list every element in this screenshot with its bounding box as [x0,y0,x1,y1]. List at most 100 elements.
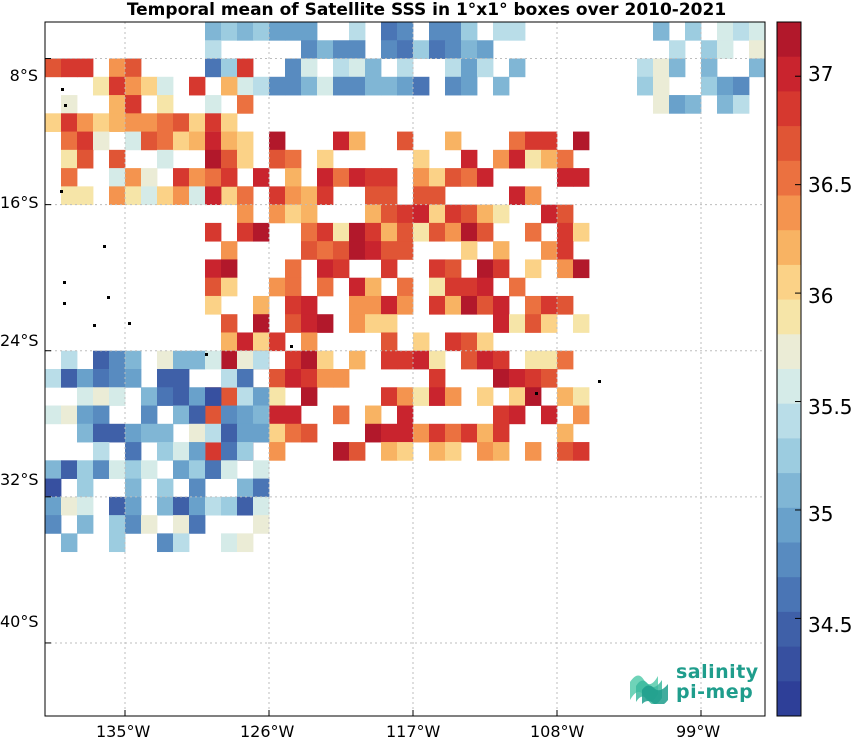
sss-cell [109,168,126,187]
sss-cell [237,76,254,96]
lon-label-126W: 126°W [240,722,295,741]
sss-cell [253,387,270,406]
sss-cell [509,131,526,151]
sss-cell [477,295,494,315]
sss-cell [253,405,270,425]
sss-cell [509,58,526,78]
sss-cell [77,478,94,498]
sss-cell [221,314,238,333]
sss-cell [381,168,398,187]
sss-cell [253,168,270,187]
sss-cell [365,186,382,206]
sss-cell [509,405,526,425]
sss-cell [221,350,238,370]
colorbar-segment [777,91,801,127]
sss-cell [253,332,270,352]
sss-cell [173,460,190,479]
sss-cell [397,204,414,224]
colorbar-segment [777,681,801,717]
sss-cell [77,496,94,516]
sss-cell [205,149,222,169]
colorbar-label-35: 35 [808,502,834,526]
sss-cell [637,58,654,78]
island-mark [63,302,66,305]
sss-cell [205,496,222,516]
sss-cell [237,22,254,41]
sss-cell [205,58,222,78]
sss-cell [429,40,446,59]
sss-cell [61,533,78,553]
colorbar-frame [776,21,802,717]
colorbar-segment [777,126,801,162]
sss-cell [269,277,286,297]
sss-cell [253,423,270,443]
sss-cell [477,204,494,224]
sss-cell [173,168,190,187]
sss-cell [285,314,302,333]
sss-cell [461,295,478,315]
sss-cell [157,423,174,443]
sss-cell [77,58,94,78]
sss-cell [717,95,734,114]
sss-cell [77,405,94,425]
lat-label-24S: 24°S [0,331,39,350]
sss-cell [61,496,78,516]
sss-cell [125,76,142,96]
sss-cell [445,222,462,242]
sss-cell [541,241,558,260]
sss-cell [205,22,222,41]
sss-cell [93,387,110,406]
sss-cell [125,58,142,78]
sss-cell [429,222,446,242]
sss-cell [61,58,78,78]
sss-cell [109,95,126,114]
sss-cell [381,295,398,315]
sss-cell [157,369,174,388]
sss-cell [173,405,190,425]
sss-cell [157,76,174,96]
colorbar-segment [777,334,801,370]
sss-cell [301,387,318,406]
sss-cell [477,442,494,461]
sss-cell [237,387,254,406]
colorbar-segment [777,264,801,301]
sss-cell [173,113,190,132]
sss-cell [653,22,670,41]
sss-cell [445,295,462,315]
sss-cell [237,478,254,498]
sss-cell [237,405,254,425]
island-mark [64,104,67,107]
sss-cell [509,149,526,169]
sss-cell [493,22,510,41]
sss-cell [77,186,94,206]
sss-cell [429,369,446,388]
sss-cell [749,58,766,78]
sss-cell [461,332,478,352]
sss-cell [413,186,430,206]
sss-cell [509,387,526,406]
sss-cell [685,95,702,114]
colorbar-segment [777,473,801,509]
sss-cell [269,131,286,151]
sss-cell [109,186,126,206]
sss-cell [221,241,238,260]
sss-cell [301,369,318,388]
sss-cell [221,332,238,352]
sss-cell [189,168,206,187]
sss-cell [365,423,382,443]
sss-cell [125,113,142,132]
sss-cell [461,222,478,242]
sss-cell [189,478,206,498]
sss-cell [237,533,254,553]
sss-cell [125,460,142,479]
sss-cell [237,332,254,352]
colorbar-label-35.5: 35.5 [808,395,853,419]
sss-cell [669,40,686,59]
sss-cell [189,515,206,534]
sss-cell [285,369,302,388]
sss-cell [413,204,430,224]
sss-cell [445,76,462,96]
sss-cell [285,204,302,224]
sss-cell [669,95,686,114]
island-mark [60,190,63,193]
